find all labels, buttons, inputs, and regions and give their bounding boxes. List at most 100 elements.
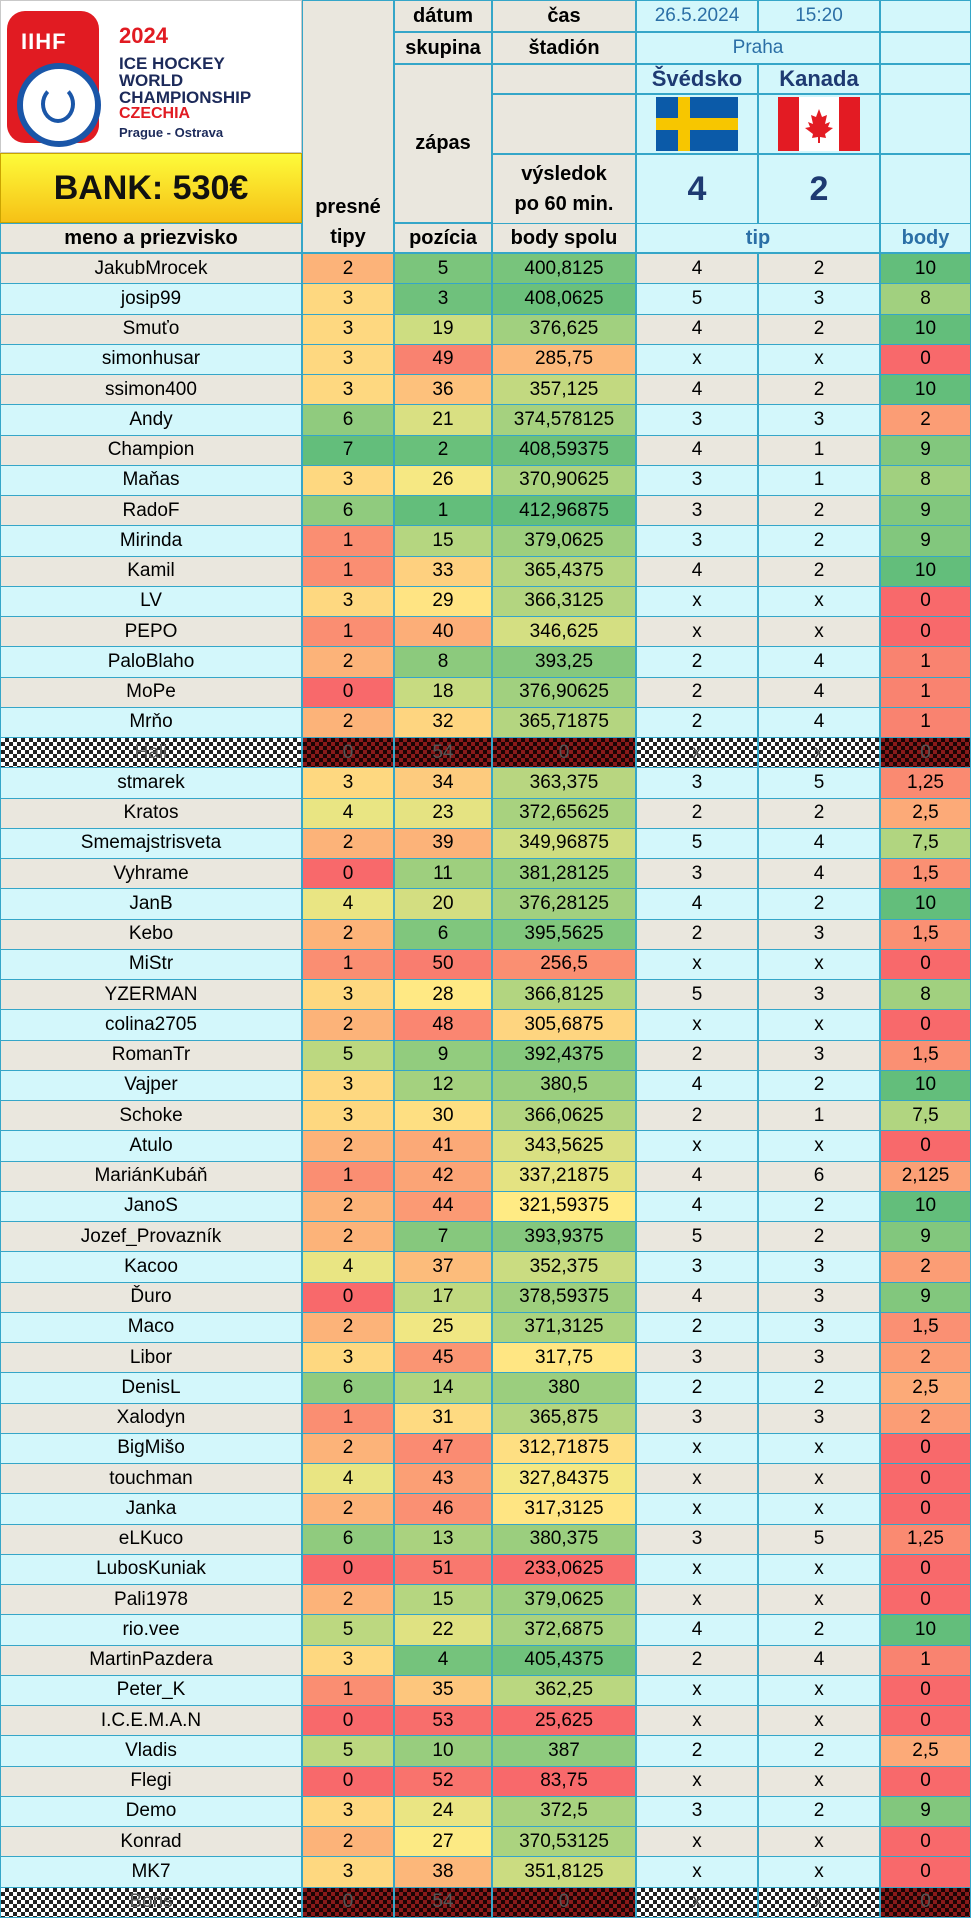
- cell-name: MiStr: [0, 948, 302, 980]
- match-blank-5: [880, 154, 971, 224]
- cell-tip2: 3: [758, 979, 880, 1011]
- cell-body: 0: [880, 1826, 971, 1858]
- cell-body-spolu: 305,6875: [492, 1009, 636, 1041]
- cell-pozicia: 51: [394, 1553, 492, 1585]
- cell-body: 10: [880, 253, 971, 285]
- cell-body: 1: [880, 646, 971, 678]
- cell-body-spolu: 392,4375: [492, 1039, 636, 1071]
- cell-tip2: x: [758, 585, 880, 617]
- cell-pozicia: 1: [394, 495, 492, 527]
- cell-pozicia: 50: [394, 948, 492, 980]
- cell-tip2: x: [758, 948, 880, 980]
- cell-name: MariánKubáň: [0, 1160, 302, 1192]
- cell-tip1: 5: [636, 1221, 758, 1253]
- cell-pozicia: 34: [394, 767, 492, 799]
- cell-body: 0: [880, 585, 971, 617]
- cell-presne: 4: [302, 1463, 394, 1495]
- cell-name: Maco: [0, 1311, 302, 1343]
- cell-pozicia: 20: [394, 888, 492, 920]
- cell-body: 10: [880, 1069, 971, 1101]
- cell-presne: 5: [302, 1735, 394, 1767]
- cell-body-spolu: 393,9375: [492, 1221, 636, 1253]
- cell-pozicia: 24: [394, 1795, 492, 1827]
- cell-name: Kacoo: [0, 1251, 302, 1283]
- cell-pozicia: 31: [394, 1402, 492, 1434]
- cell-name: Schoke: [0, 1100, 302, 1132]
- cell-tip2: 3: [758, 1311, 880, 1343]
- cell-body: 9: [880, 434, 971, 466]
- cell-tip2: 2: [758, 1372, 880, 1404]
- cell-name: Champion: [0, 434, 302, 466]
- body-header: body: [880, 223, 971, 253]
- meno-header: meno a priezvisko: [0, 223, 302, 253]
- cell-body: 1,5: [880, 1039, 971, 1071]
- cell-presne: 2: [302, 827, 394, 859]
- cell-body: 2,5: [880, 1372, 971, 1404]
- canada-flag-icon: [778, 97, 860, 151]
- cell-body: 7,5: [880, 1100, 971, 1132]
- logo-brand: IIHF: [21, 29, 67, 54]
- cell-name: Kebo: [0, 918, 302, 950]
- cell-body: 10: [880, 555, 971, 587]
- cell-presne: 3: [302, 1342, 394, 1374]
- cell-name: Pali1978: [0, 1584, 302, 1616]
- cell-pozicia: 47: [394, 1432, 492, 1464]
- cell-tip2: 2: [758, 1795, 880, 1827]
- cell-tip2: x: [758, 1705, 880, 1737]
- cell-body-spolu: 327,84375: [492, 1463, 636, 1495]
- vysledok-label: výsledok po 60 min.: [492, 154, 636, 224]
- cell-name: ssimon400: [0, 374, 302, 406]
- cell-presne: 3: [302, 979, 394, 1011]
- cell-body-spolu: 365,875: [492, 1402, 636, 1434]
- cell-pozicia: 10: [394, 1735, 492, 1767]
- flag-cell-home: [636, 94, 758, 154]
- body-spolu-header: body spolu: [492, 223, 636, 253]
- cell-tip2: 1: [758, 1100, 880, 1132]
- cell-body: 0: [880, 1584, 971, 1616]
- cell-pozicia: 18: [394, 676, 492, 708]
- cell-tip2: x: [758, 737, 880, 769]
- cell-presne: 1: [302, 1674, 394, 1706]
- cell-pozicia: 39: [394, 827, 492, 859]
- cell-presne: 3: [302, 1795, 394, 1827]
- logo-line3: CHAMPIONSHIP: [119, 88, 252, 107]
- cell-body: 0: [880, 1765, 971, 1797]
- team-home: Švédsko: [636, 64, 758, 94]
- cell-body: 9: [880, 1281, 971, 1313]
- cell-body-spolu: 372,65625: [492, 797, 636, 829]
- tip-header: tip: [636, 223, 880, 253]
- cell-tip2: 4: [758, 646, 880, 678]
- cell-body-spolu: 233,0625: [492, 1553, 636, 1585]
- cell-presne: 7: [302, 434, 394, 466]
- cell-body: 1,5: [880, 918, 971, 950]
- cell-name: LubosKuniak: [0, 1553, 302, 1585]
- cell-tip1: x: [636, 616, 758, 648]
- cell-body: 9: [880, 1795, 971, 1827]
- cell-tip1: 3: [636, 1795, 758, 1827]
- cell-tip1: 4: [636, 434, 758, 466]
- cell-tip2: x: [758, 1009, 880, 1041]
- cell-name: Peter_K: [0, 1674, 302, 1706]
- cell-name: Boris: [0, 1886, 302, 1918]
- cell-pozicia: 54: [394, 1886, 492, 1918]
- cell-tip2: x: [758, 616, 880, 648]
- datum-label: dátum: [394, 0, 492, 32]
- cell-body-spolu: 393,25: [492, 646, 636, 678]
- cell-body: 8: [880, 283, 971, 315]
- cell-body-spolu: 370,90625: [492, 464, 636, 496]
- cell-pozicia: 14: [394, 1372, 492, 1404]
- cell-body: 0: [880, 1886, 971, 1918]
- cell-presne: 2: [302, 1311, 394, 1343]
- cell-body: 0: [880, 1705, 971, 1737]
- cell-name: JanB: [0, 888, 302, 920]
- cell-presne: 0: [302, 1765, 394, 1797]
- cell-tip1: 2: [636, 1372, 758, 1404]
- cell-tip2: 2: [758, 1069, 880, 1101]
- cell-body-spolu: 408,59375: [492, 434, 636, 466]
- cell-tip2: x: [758, 1856, 880, 1888]
- cell-pozicia: 9: [394, 1039, 492, 1071]
- cell-presne: 1: [302, 948, 394, 980]
- cell-presne: 2: [302, 1493, 394, 1525]
- cell-body: 1: [880, 706, 971, 738]
- zapas-label: zápas: [394, 64, 492, 223]
